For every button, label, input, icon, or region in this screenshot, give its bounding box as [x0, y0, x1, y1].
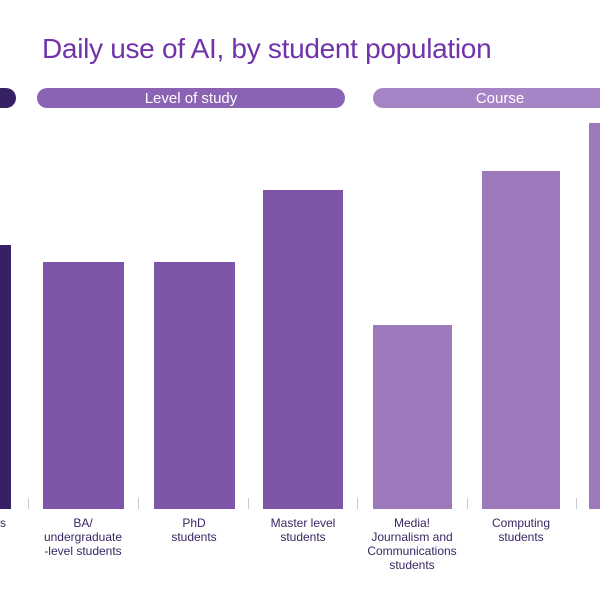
bar-3-level — [263, 190, 343, 509]
bar-6-course — [589, 123, 600, 509]
bar-5-course — [482, 171, 560, 509]
bar-category-label-1: BA/ undergraduate -level students — [43, 516, 123, 558]
axis-tick-0 — [28, 498, 29, 509]
axis-tick-5 — [576, 498, 577, 509]
axis-tick-1 — [138, 498, 139, 509]
group-pill-course-label: Course — [475, 89, 525, 107]
axis-tick-3 — [357, 498, 358, 509]
bar-category-label-5: Computing students — [491, 516, 551, 544]
bar-4-course — [373, 325, 452, 509]
chart-title: Daily use of AI, by student population — [42, 33, 492, 64]
axis-tick-2 — [248, 498, 249, 509]
bar-category-label-2: PhD students — [171, 516, 217, 544]
bar-0-cutoff — [0, 245, 11, 509]
bar-1-level — [43, 262, 124, 509]
bar-category-label-0: s — [0, 516, 6, 530]
bar-category-label-4: Media! Journalism and Communications stu… — [367, 516, 457, 572]
group-pill-course: Course — [373, 88, 600, 108]
group-pill-level-of-study: Level of study — [37, 88, 345, 108]
axis-tick-4 — [467, 498, 468, 509]
bar-2-level — [154, 262, 235, 509]
bar-category-label-3: Master level students — [270, 516, 336, 544]
group-pill-cutoff — [0, 88, 16, 108]
group-pill-level-label: Level of study — [144, 89, 238, 107]
